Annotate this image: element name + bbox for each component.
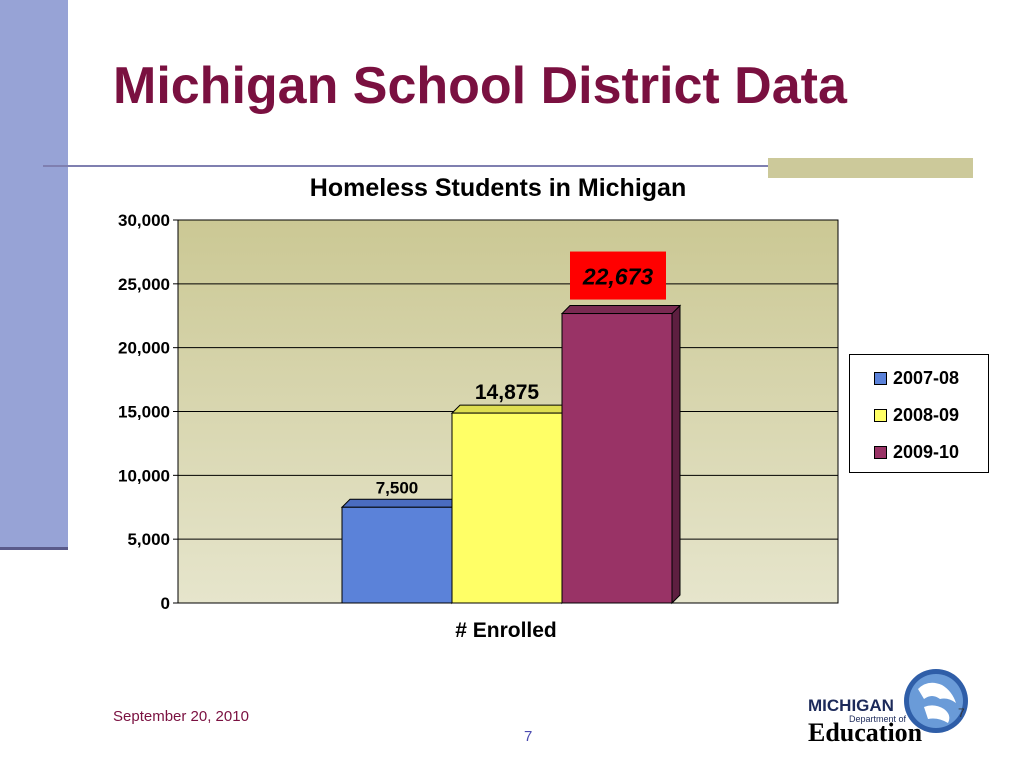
- data-label-2009-10: 22,673: [582, 264, 654, 290]
- michigan-education-logo: MICHIGAN Department of Education 7: [808, 669, 968, 747]
- chart-legend: 2007-08 2008-09 2009-10: [849, 354, 989, 473]
- data-label-2008-09: 14,875: [475, 381, 540, 404]
- bar-2009-10: [561, 313, 673, 604]
- page-number: 7: [524, 728, 533, 745]
- legend-swatch: [874, 445, 887, 459]
- bar-top-2007-08: [340, 498, 462, 508]
- bar-2007-08: [341, 506, 453, 604]
- y-tick-label: 15,000: [118, 403, 170, 422]
- legend-label: 2009-10: [893, 441, 960, 462]
- legend-label: 2008-09: [893, 404, 960, 425]
- y-tick-label: 5,000: [127, 530, 170, 549]
- logo-education-text: Education: [808, 718, 923, 747]
- chart-title: Homeless Students in Michigan: [310, 174, 686, 202]
- logo-department-text: Department of: [849, 714, 907, 724]
- logo-map-icon: [918, 682, 956, 703]
- logo-michigan-text: MICHIGAN: [808, 696, 894, 715]
- left-decorative-bar: [0, 0, 68, 550]
- slide-title: Michigan School District Data: [113, 57, 847, 115]
- title-accent-block: [768, 158, 973, 178]
- logo-page-mark: 7: [958, 706, 965, 720]
- data-label-2007-08: 7,500: [376, 478, 419, 497]
- bar-2008-09: [451, 412, 563, 604]
- y-tick-label: 25,000: [118, 275, 170, 294]
- legend-item-2007-08: 2007-08: [874, 367, 959, 389]
- legend-item-2008-09: 2008-09: [874, 404, 959, 426]
- legend-label: 2007-08: [893, 367, 960, 388]
- bar-labels: 7,500 14,875 22,673: [376, 251, 666, 497]
- bar-side-2009-10: [671, 304, 681, 605]
- y-axis: 0 5,000 10,000 15,000 20,000 25,000 30,000: [118, 211, 838, 613]
- y-tick-label: 0: [161, 594, 170, 613]
- title-divider: [43, 165, 973, 167]
- legend-swatch: [874, 371, 887, 385]
- bar-top-2009-10: [560, 305, 682, 315]
- highlight-box: [570, 251, 666, 300]
- y-tick-label: 20,000: [118, 339, 170, 358]
- footer-date: September 20, 2010: [113, 708, 249, 725]
- legend-swatch: [874, 408, 887, 422]
- bars: [340, 304, 682, 605]
- y-tick-label: 30,000: [118, 211, 170, 230]
- y-tick-label: 10,000: [118, 466, 170, 485]
- legend-item-2009-10: 2009-10: [874, 441, 959, 463]
- bar-top-2008-09: [450, 404, 572, 414]
- x-axis-label: # Enrolled: [455, 619, 557, 642]
